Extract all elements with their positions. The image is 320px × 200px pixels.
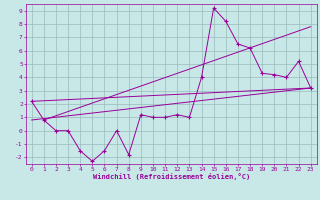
X-axis label: Windchill (Refroidissement éolien,°C): Windchill (Refroidissement éolien,°C) [92,173,250,180]
